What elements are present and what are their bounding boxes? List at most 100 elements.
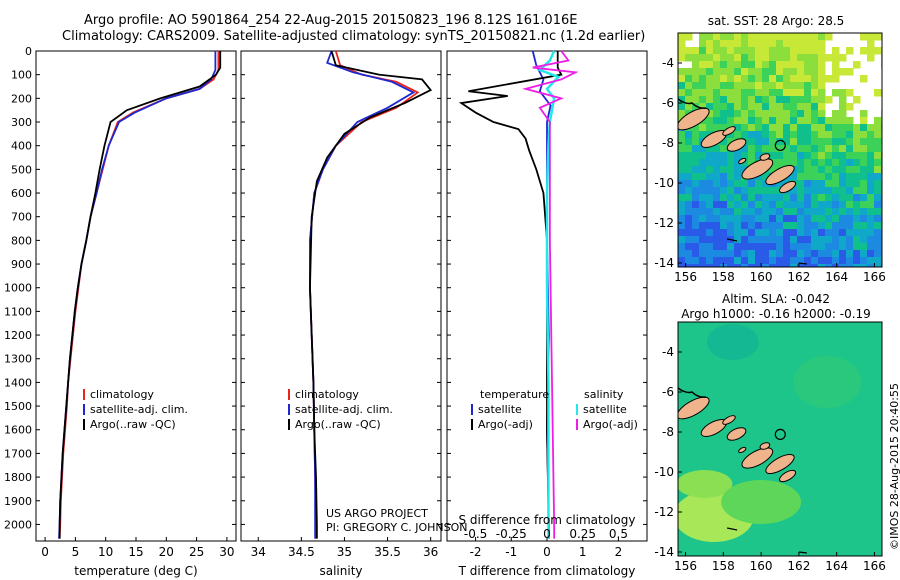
sst-cell: [832, 264, 840, 267]
sst-cell: [783, 61, 791, 69]
sst-cell: [713, 33, 721, 41]
sst-cell: [776, 194, 784, 202]
sst-cell: [874, 257, 882, 265]
sst-cell: [776, 152, 784, 160]
sst-cell: [860, 180, 868, 188]
sst-cell: [762, 222, 770, 230]
sst-cell: [706, 173, 714, 181]
sst-cell: [811, 194, 819, 202]
sst-cell: [678, 47, 686, 55]
sst-cell: [867, 47, 875, 55]
sst-cell: [720, 145, 728, 153]
sst-cell: [811, 250, 819, 258]
sst-cell: [769, 250, 777, 258]
sst-cell: [713, 250, 721, 258]
sst-cell: [706, 243, 714, 251]
sst-cell: [860, 208, 868, 216]
depth-tick-label: 600: [11, 187, 32, 200]
sst-cell: [832, 131, 840, 139]
sst-cell: [860, 166, 868, 174]
sst-cell: [846, 159, 854, 167]
sst-cell: [720, 75, 728, 83]
sst-cell: [762, 173, 770, 181]
sst-cell: [797, 201, 805, 209]
sst-cell: [832, 117, 840, 125]
sst-cell: [853, 61, 861, 69]
sst-cell: [748, 236, 756, 244]
sst-cell: [755, 89, 763, 97]
sst-cell: [846, 131, 854, 139]
sst-cell: [741, 236, 749, 244]
sst-cell: [769, 222, 777, 230]
sst-cell: [713, 54, 721, 62]
sst-cell: [776, 117, 784, 125]
sst-cell: [755, 173, 763, 181]
sst-cell: [720, 54, 728, 62]
sst-cell: [790, 96, 798, 104]
sst-cell: [804, 117, 812, 125]
sst-cell: [839, 201, 847, 209]
sst-cell: [797, 159, 805, 167]
sst-cell: [755, 264, 763, 267]
sst-cell: [811, 54, 819, 62]
coastline: [798, 551, 807, 554]
temperature-legend-label: climatology: [90, 388, 154, 401]
sst-cell: [734, 166, 742, 174]
sst-cell: [699, 33, 707, 41]
sst-cell: [720, 187, 728, 195]
sst-cell: [762, 243, 770, 251]
sst-cell: [706, 75, 714, 83]
sst-cell: [867, 229, 875, 237]
sst-cell: [783, 117, 791, 125]
sst-cell: [706, 222, 714, 230]
island-shape: [678, 396, 710, 420]
sst-cell: [734, 159, 742, 167]
sst-cell: [762, 68, 770, 76]
sst-cell: [762, 117, 770, 125]
sst-cell: [811, 96, 819, 104]
sst-cell: [867, 215, 875, 223]
salinity-frame: [240, 50, 442, 542]
sst-cell: [776, 54, 784, 62]
sst-cell: [860, 257, 868, 265]
sst-cell: [720, 124, 728, 132]
sst-cell: [790, 222, 798, 230]
sst-cell: [874, 166, 882, 174]
sst-cell: [706, 159, 714, 167]
sst-cell: [776, 180, 784, 188]
sst-cell: [783, 257, 791, 265]
sst-cell: [811, 138, 819, 146]
sst-cell: [706, 68, 714, 76]
sst-cell: [804, 243, 812, 251]
sst-cell: [797, 124, 805, 132]
sst-cell: [720, 236, 728, 244]
diff-legend-label: satellite: [478, 403, 522, 416]
sst-cell: [832, 243, 840, 251]
sst-cell: [741, 222, 749, 230]
sst_map-xtick-label: 162: [787, 270, 810, 284]
sst-cell: [692, 89, 700, 97]
imos-timestamp: ©IMOS 28-Aug-2015 20:40:55: [888, 383, 900, 550]
sst-cell: [741, 145, 749, 153]
sst-cell: [692, 180, 700, 188]
sst-cell: [685, 229, 693, 237]
island-shape: [741, 447, 774, 469]
sst-cell: [678, 194, 686, 202]
sst-cell: [783, 264, 791, 267]
diff-s-tick-label: 0: [543, 527, 551, 541]
sst-cell: [769, 110, 777, 118]
sst-cell: [804, 236, 812, 244]
sst-cell: [874, 208, 882, 216]
sst-cell: [755, 61, 763, 69]
salinity-series-climatology: [309, 50, 420, 539]
sst-cell: [692, 222, 700, 230]
sst-cell: [797, 40, 805, 48]
sst-cell: [699, 68, 707, 76]
sst-cell: [846, 264, 854, 267]
sla_map-xtick-label: 156: [674, 559, 697, 573]
sla_map-frame: [677, 321, 883, 557]
salinity-legend-label: satellite-adj. clim.: [295, 403, 393, 416]
sst-cell: [818, 40, 826, 48]
sst-cell: [755, 124, 763, 132]
sst-cell: [713, 61, 721, 69]
